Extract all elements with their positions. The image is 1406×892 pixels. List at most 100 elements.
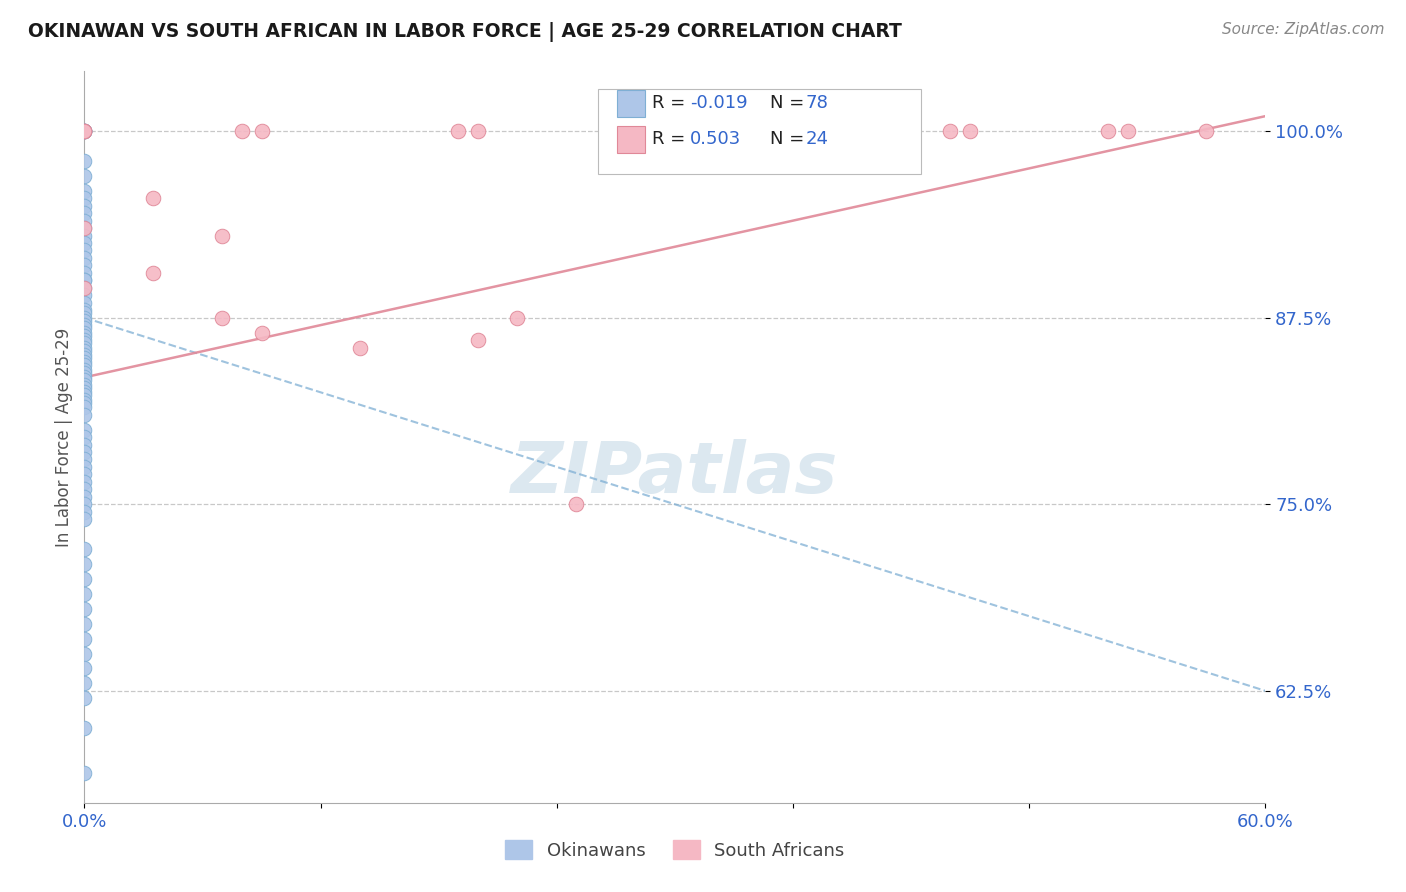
Point [73, 359, 96, 373]
Point [73, 321, 96, 335]
Text: -0.019: -0.019 [690, 95, 748, 112]
Point [73, 370, 96, 384]
Point [73, 497, 96, 511]
Text: R =: R = [652, 95, 692, 112]
Point [73, 445, 96, 459]
Point [73, 587, 96, 601]
Point [73, 396, 96, 410]
Point [73, 228, 96, 243]
Text: OKINAWAN VS SOUTH AFRICAN IN LABOR FORCE | AGE 25-29 CORRELATION CHART: OKINAWAN VS SOUTH AFRICAN IN LABOR FORCE… [28, 22, 903, 42]
Point [73, 169, 96, 183]
Text: 0.503: 0.503 [690, 130, 741, 148]
Point [73, 430, 96, 444]
Text: Source: ZipAtlas.com: Source: ZipAtlas.com [1222, 22, 1385, 37]
Point [73, 281, 96, 295]
Text: 24: 24 [806, 130, 828, 148]
Point [73, 306, 96, 320]
Point [73, 691, 96, 706]
Point [1097, 124, 1119, 138]
Point [73, 124, 96, 138]
Point [73, 483, 96, 497]
Point [73, 199, 96, 213]
Point [73, 459, 96, 474]
Point [73, 124, 96, 138]
Point [73, 206, 96, 220]
Point [73, 328, 96, 343]
Point [73, 388, 96, 402]
Point [73, 373, 96, 387]
Point [73, 333, 96, 347]
Point [73, 437, 96, 451]
Point [565, 497, 588, 511]
Point [73, 676, 96, 690]
Point [73, 542, 96, 557]
Text: N =: N = [770, 130, 810, 148]
Point [250, 326, 273, 340]
Point [250, 124, 273, 138]
Point [959, 124, 981, 138]
Point [73, 490, 96, 504]
Point [73, 213, 96, 227]
Point [73, 423, 96, 437]
Point [142, 191, 165, 205]
Legend: Okinawans, South Africans: Okinawans, South Africans [498, 833, 852, 867]
Point [506, 310, 529, 325]
Point [231, 124, 253, 138]
Point [73, 408, 96, 422]
Point [939, 124, 962, 138]
Point [73, 355, 96, 369]
Point [73, 392, 96, 407]
Point [73, 124, 96, 138]
Point [73, 401, 96, 415]
Point [73, 221, 96, 235]
Point [73, 313, 96, 327]
Text: ZIPatlas: ZIPatlas [512, 439, 838, 508]
Point [73, 251, 96, 265]
Text: N =: N = [770, 95, 810, 112]
Point [73, 318, 96, 332]
Point [73, 235, 96, 250]
Point [73, 512, 96, 526]
Point [73, 343, 96, 358]
Point [73, 310, 96, 325]
Point [703, 124, 725, 138]
Point [73, 661, 96, 675]
Point [73, 616, 96, 631]
Point [73, 452, 96, 467]
Point [467, 124, 489, 138]
Point [349, 341, 371, 355]
Y-axis label: In Labor Force | Age 25-29: In Labor Force | Age 25-29 [55, 327, 73, 547]
Point [73, 266, 96, 280]
Point [73, 557, 96, 571]
Point [1116, 124, 1139, 138]
Point [73, 295, 96, 310]
Point [73, 721, 96, 735]
Point [73, 124, 96, 138]
Point [73, 381, 96, 395]
Point [142, 266, 165, 280]
Point [73, 191, 96, 205]
Point [73, 336, 96, 351]
Point [73, 124, 96, 138]
Point [73, 124, 96, 138]
Point [73, 341, 96, 355]
Point [73, 281, 96, 295]
Point [73, 475, 96, 489]
Point [73, 632, 96, 646]
Point [73, 288, 96, 302]
Point [73, 366, 96, 380]
Text: R =: R = [652, 130, 692, 148]
Point [73, 273, 96, 287]
Point [73, 259, 96, 273]
Point [73, 124, 96, 138]
Point [211, 228, 233, 243]
Point [211, 310, 233, 325]
Point [73, 351, 96, 365]
Point [73, 766, 96, 780]
Point [73, 153, 96, 168]
Point [73, 647, 96, 661]
Point [73, 244, 96, 258]
Point [73, 326, 96, 340]
Point [73, 377, 96, 392]
Point [73, 363, 96, 377]
